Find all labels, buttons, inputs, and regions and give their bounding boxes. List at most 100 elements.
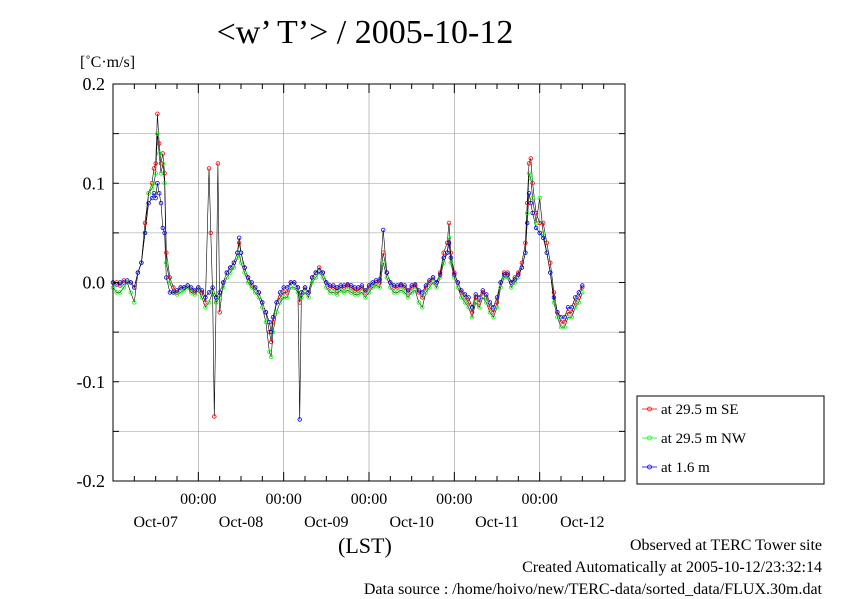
legend-swatch-marker (647, 406, 652, 412)
data-point (171, 290, 176, 295)
data-point (530, 195, 535, 201)
data-point (256, 290, 261, 295)
data-point (516, 275, 521, 280)
data-point (341, 290, 347, 295)
data-point (484, 292, 489, 297)
data-point (167, 280, 173, 285)
data-point (224, 275, 229, 280)
y-tick-label: 0.0 (83, 273, 106, 293)
data-point (158, 161, 164, 166)
data-point (388, 285, 393, 290)
data-point (139, 260, 144, 265)
data-point (459, 295, 464, 300)
data-point (164, 250, 169, 255)
data-point (349, 290, 354, 295)
data-point (155, 111, 160, 116)
data-point (519, 265, 525, 270)
data-point (260, 300, 265, 305)
data-point (349, 283, 354, 288)
data-point (541, 235, 546, 240)
data-point (533, 220, 539, 226)
data-point (427, 285, 432, 290)
data-point (491, 315, 496, 320)
y-axis-ticks: 0.2 0.1 0.0 -0.1 -0.2 (77, 74, 625, 491)
data-point (208, 230, 213, 236)
data-point (523, 250, 528, 255)
data-point (121, 280, 126, 285)
data-point (153, 171, 158, 176)
x-tick-time: 00:00 (180, 491, 216, 508)
data-point (181, 288, 187, 293)
data-point (256, 295, 261, 300)
data-point (206, 290, 212, 295)
data-point (487, 300, 493, 305)
footer-source: Data source : /home/hoivo/new/TERC-data/… (363, 581, 822, 598)
legend-label: at 1.6 m (661, 460, 710, 476)
series-line-1 (112, 133, 583, 358)
data-point (505, 275, 510, 280)
data-point (537, 230, 542, 236)
series-line-0 (113, 113, 583, 417)
data-point (249, 283, 254, 288)
data-point (274, 310, 279, 315)
data-point (158, 171, 164, 176)
data-point (285, 295, 290, 300)
data-point (196, 285, 201, 290)
data-point (206, 166, 212, 171)
data-point (331, 290, 336, 295)
data-point (238, 260, 244, 265)
data-point (569, 315, 574, 320)
data-point (224, 270, 229, 275)
data-point (306, 290, 311, 295)
data-point (220, 280, 226, 285)
data-point (117, 290, 123, 295)
data-point (267, 320, 272, 325)
data-point (151, 166, 157, 171)
data-point (199, 288, 205, 293)
data-point (285, 290, 290, 295)
data-point (505, 270, 510, 275)
data-point (309, 275, 315, 280)
series-line-2 (112, 183, 583, 420)
x-tick-date: Oct-09 (304, 514, 348, 531)
series-markers (110, 111, 585, 422)
data-point (285, 285, 290, 290)
data-point (124, 278, 130, 283)
legend-label: at 29.5 m SE (661, 402, 739, 418)
data-point (541, 220, 546, 226)
data-point (377, 280, 382, 285)
data-point (477, 295, 482, 300)
data-point (544, 250, 549, 255)
data-point (156, 151, 162, 156)
data-point (519, 260, 525, 265)
data-point (466, 295, 471, 300)
data-point (430, 275, 436, 280)
data-point (295, 285, 301, 290)
data-point (462, 300, 468, 305)
data-point (228, 265, 233, 270)
data-point (384, 270, 389, 275)
data-point (236, 240, 242, 245)
data-point (277, 290, 283, 295)
data-point (420, 305, 425, 310)
data-point (469, 305, 475, 310)
data-point (164, 275, 169, 280)
data-point (299, 290, 304, 295)
data-point (188, 290, 194, 295)
data-point (203, 305, 208, 310)
data-point (212, 414, 217, 419)
data-point (356, 292, 361, 297)
data-point (217, 310, 222, 315)
data-point (446, 240, 452, 245)
data-point (548, 260, 553, 265)
data-point (217, 290, 222, 295)
data-point (263, 310, 269, 315)
data-point (551, 295, 557, 300)
data-point (213, 300, 219, 305)
data-point (203, 295, 208, 300)
data-point (132, 285, 137, 290)
data-point (491, 305, 496, 310)
data-point (370, 285, 375, 290)
data-point (236, 250, 242, 255)
